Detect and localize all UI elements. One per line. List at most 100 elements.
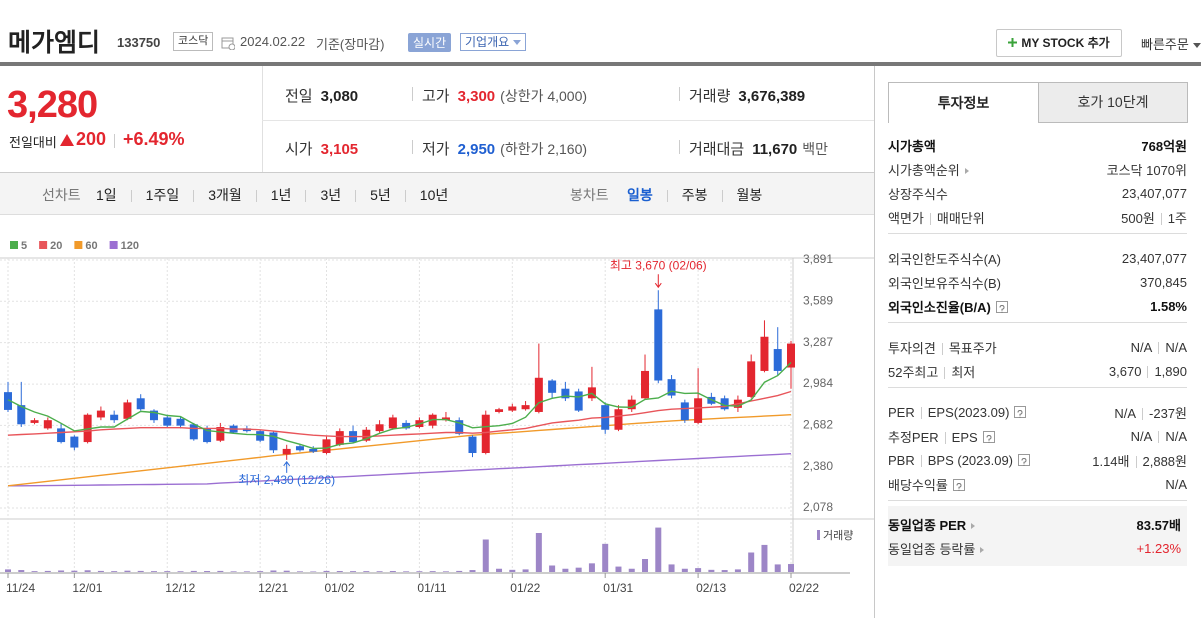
volume-bar [522,569,529,572]
volume-bar [150,571,157,572]
period-button[interactable]: 월봉 [736,187,763,203]
volume-bar [389,571,396,572]
volume-bar [403,571,410,572]
stock-chart: 3,891 3,589 3,287 2,984 2,682 2,380 2,078 11/24… [0,240,874,595]
quote-extra: 백만 [802,141,829,157]
info-label-text: 목표주가 [948,340,997,356]
candle-body [508,406,517,411]
separator [679,87,680,101]
high-annotation: 최고 3,670 (02/06) [610,258,707,272]
separator [944,432,946,445]
period-button[interactable]: 1일 [96,187,117,203]
quote-label: 고가 [422,88,450,105]
quote-cell: 거래대금 11,670 백만 [689,138,828,159]
info-value: 500원 1주 [1121,208,1187,227]
separator [944,367,946,380]
period-button[interactable]: 5년 [370,187,391,203]
info-label: 추정PER EPS [888,427,995,446]
legend-swatch [10,241,18,249]
info-value-text: 370,845 [1140,274,1187,290]
tab[interactable]: 호가 10단계 [1038,82,1188,123]
volume-bar [44,570,51,572]
info-value-text: -237원 [1149,405,1187,421]
info-value-text: 2,888원 [1142,453,1188,469]
help-glyph [1021,458,1027,466]
volume-bar [124,570,131,572]
separator [1135,456,1137,469]
base-date: 2024.02.22 [240,34,306,49]
candle-body [481,414,490,454]
arrow-icon [980,547,985,554]
volume-bar [257,571,264,572]
period-button[interactable]: 1년 [270,187,292,203]
volume-bar [5,569,11,572]
info-row: 외국인한도주식수(A) 23,407,077 [888,246,1187,270]
company-info-button[interactable]: 기업개요 [460,33,527,51]
y-tick-label: 2,380 [803,459,833,473]
my-stock-button[interactable]: MY STOCK 추가 [996,29,1122,57]
info-value-text: N/A [1130,339,1153,355]
info-row: 상장주식수 23,407,077 [888,181,1187,205]
volume-bar [562,568,569,572]
quote-cell: 저가 2,950 (하한가 2,160) [422,138,587,159]
info-label: 동일업종 등락률 [888,539,985,558]
volume-bar [336,571,343,572]
legend-label: 120 [121,240,139,252]
candle-body [362,429,371,441]
y-tick-label: 3,589 [803,293,833,307]
info-row: 외국인보유주식수(B) 370,845 [888,270,1187,294]
separator [305,190,307,203]
separator [1160,213,1162,226]
volume-bar [376,571,383,572]
info-label-text: 시가총액순위 [888,162,960,178]
info-value-text: N/A [1114,405,1137,421]
info-value: 1.58% [1150,299,1187,314]
period-button[interactable]: 3년 [320,187,342,203]
moving-average-line [7,362,792,450]
volume-bar [575,567,582,572]
moving-average-line [7,390,792,438]
info-label-text: PER [888,404,915,420]
separator [929,213,931,226]
quote-value: 3,105 [320,141,359,158]
volume-bar [509,569,516,572]
quote-label: 전일 [285,88,313,105]
period-button[interactable]: 일봉 [627,187,653,203]
help-icon [952,479,965,492]
company-info-label: 기업개요 [465,35,510,49]
info-row: 추정PER EPS N/A N/A [888,424,1187,448]
period-button[interactable]: 주봉 [681,187,708,203]
quote-label: 시가 [285,141,313,158]
quick-order[interactable]: 빠른주문 [1141,34,1201,53]
volume-bar [549,565,556,572]
period-button[interactable]: 3개월 [208,187,242,203]
period-bar [0,172,874,215]
volume-bar [748,552,755,572]
info-row: 외국인소진율(B/A) 1.58% [888,294,1187,318]
help-glyph [999,305,1005,313]
period-button[interactable]: 1주일 [145,187,180,203]
info-label: 배당수익률 [888,475,965,494]
realtime-badge[interactable]: 실시간 [408,33,452,52]
info-label-text: 동일업종 등락률 [888,541,976,557]
volume-bar [721,570,728,572]
info-value: +1.23% [1137,541,1181,556]
dropdown-icon [513,40,522,46]
period-button[interactable]: 10년 [419,187,449,203]
arrow-icon [971,523,976,530]
y-tick-label: 2,984 [803,376,833,390]
info-group: 시가총액 768억원 시가총액순위 코스닥 1070위 상장주식수 23,407,077 액… [888,121,1187,234]
candle-body [641,370,650,399]
candle-body [335,431,344,445]
candle-body [667,379,676,396]
candle-body [282,448,291,455]
volume-bar [363,571,370,572]
info-label: 외국인한도주식수(A) [888,249,1001,268]
volume-bar [788,564,794,572]
candle-body [216,427,225,441]
info-group: 외국인한도주식수(A) 23,407,077 외국인보유주식수(B) 370,845 외… [888,234,1187,323]
info-label: 시가총액 [888,136,936,155]
tab-selected[interactable]: 투자정보 [888,82,1039,123]
candle-body [548,380,557,393]
